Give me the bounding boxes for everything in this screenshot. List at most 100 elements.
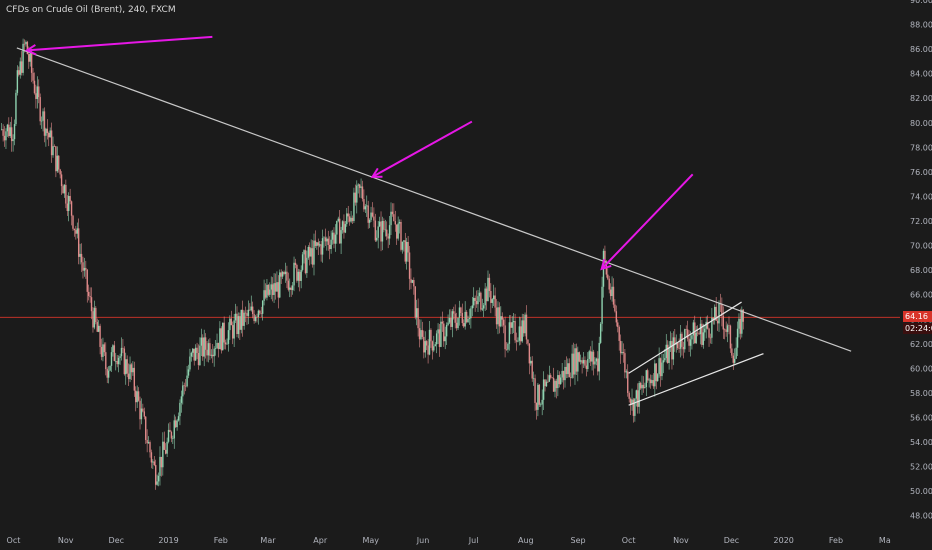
candle-body: [250, 306, 252, 311]
annotation-arrow-shaft: [371, 120, 473, 178]
y-tick-label: 62.00: [910, 340, 932, 349]
candle-body: [522, 320, 525, 334]
candle-body: [35, 93, 37, 99]
candle-body: [166, 441, 168, 454]
candle-body: [170, 431, 173, 439]
candle-body: [189, 356, 191, 370]
candle-body: [156, 481, 158, 485]
x-tick-label: Nov: [673, 536, 689, 545]
y-tick-label: 72.00: [910, 217, 932, 226]
candle-body: [608, 278, 610, 290]
candle-body: [612, 286, 615, 305]
candle-body: [338, 218, 341, 244]
candle-body: [588, 351, 590, 359]
candle-body: [85, 267, 87, 270]
candle-body: [72, 215, 74, 229]
candle-body: [724, 329, 726, 331]
candle-body: [50, 130, 53, 156]
candle-body: [68, 195, 70, 211]
candle-body: [353, 192, 355, 221]
candle-body: [310, 248, 312, 257]
candle-body: [678, 348, 680, 349]
candle-body: [461, 312, 464, 324]
candle-body: [348, 216, 351, 222]
candle-body: [684, 329, 686, 350]
candle-body: [655, 363, 657, 382]
candle-body: [483, 305, 485, 309]
candle-body: [515, 340, 518, 342]
candle-body: [578, 352, 580, 362]
candle-body: [251, 306, 254, 315]
candle-body: [597, 358, 599, 372]
candle-body: [366, 205, 368, 207]
candle-body: [60, 174, 63, 187]
candle-body: [12, 139, 14, 142]
candle-body: [664, 358, 666, 361]
candle-body: [498, 307, 501, 327]
candle-body: [350, 217, 352, 222]
y-tick-label: 50.00: [910, 487, 932, 496]
y-tick-label: 82.00: [910, 94, 932, 103]
candle-body: [347, 213, 349, 217]
candle-body: [381, 220, 384, 242]
candle-body: [137, 391, 140, 401]
candle-body: [374, 220, 377, 241]
candle-body: [30, 53, 33, 73]
candle-body: [388, 225, 391, 239]
candle-body: [725, 329, 727, 332]
candle-body: [32, 72, 34, 81]
candle-body: [631, 399, 633, 405]
candle-body: [634, 398, 636, 416]
candle-body: [548, 375, 551, 382]
candle-body: [418, 328, 421, 340]
candle-body: [45, 128, 47, 136]
candle-body: [688, 338, 690, 346]
candle-body: [437, 329, 439, 334]
candle-body: [445, 324, 448, 337]
candle-body: [408, 252, 411, 279]
candle-body: [182, 385, 184, 397]
candle-body: [9, 127, 11, 137]
candle-body: [595, 358, 598, 362]
candle-body: [0, 129, 3, 130]
candle-body: [259, 310, 261, 314]
x-tick-label: Sep: [571, 536, 586, 545]
candle-body: [346, 213, 348, 225]
candle-body: [333, 232, 335, 244]
candle-body: [407, 241, 409, 253]
candle-body: [307, 246, 309, 258]
candle-body: [66, 203, 68, 211]
candle-body: [119, 356, 121, 358]
candle-body: [22, 43, 24, 73]
candle-body: [376, 237, 378, 241]
candle-body: [487, 277, 489, 302]
candle-body: [276, 282, 278, 292]
candle-body: [535, 402, 538, 410]
candle-body: [642, 384, 645, 389]
candle-body: [289, 287, 291, 290]
candle-body: [501, 316, 503, 320]
candle-body: [467, 319, 469, 323]
candle-body: [712, 317, 715, 321]
candle-body: [70, 201, 73, 216]
candle-body: [277, 282, 280, 298]
candle-body: [266, 284, 268, 298]
candle-body: [319, 244, 321, 246]
candle-body: [632, 399, 635, 416]
candle-body: [502, 319, 505, 326]
candle-body: [714, 306, 716, 321]
candle-body: [735, 347, 737, 359]
candle-body: [122, 347, 124, 349]
candle-body: [270, 284, 272, 290]
candle-body: [682, 346, 685, 350]
candle-body: [427, 345, 429, 355]
candle-body: [577, 352, 579, 372]
countdown-badge: 02:24:0: [903, 323, 932, 335]
candle-body: [92, 311, 94, 328]
candle-body: [264, 290, 267, 298]
candle-body: [324, 237, 327, 242]
candle-body: [404, 240, 406, 262]
candle-body: [132, 367, 134, 373]
